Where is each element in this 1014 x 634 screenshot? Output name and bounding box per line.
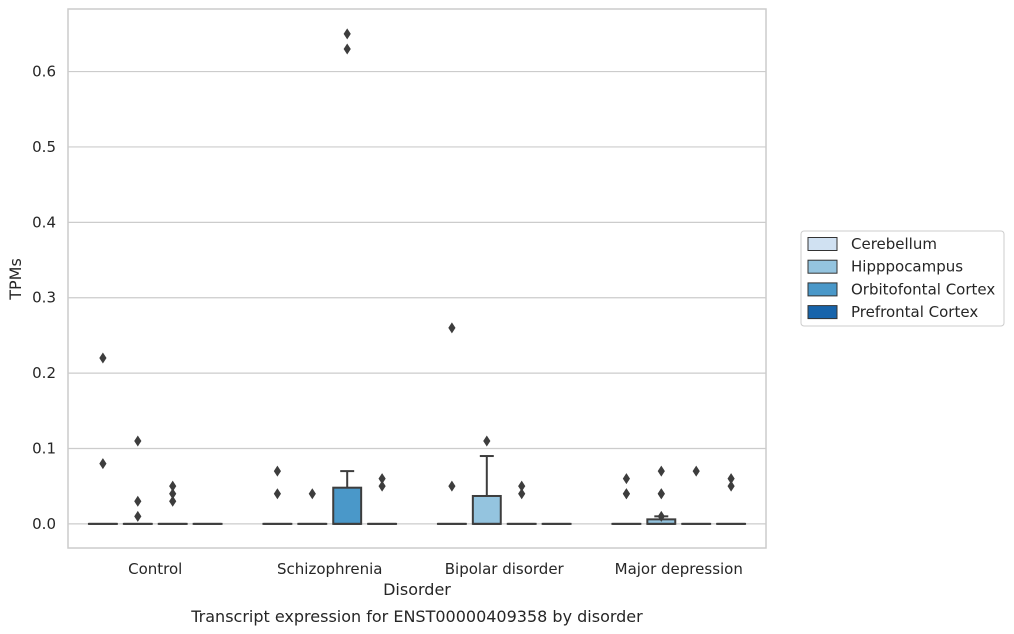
legend-entry: Hipppocampus <box>807 258 963 276</box>
x-tick-label: Control <box>128 560 182 578</box>
legend-frame <box>800 230 1005 327</box>
series-orbitofontal-cortex <box>157 28 712 525</box>
legend-swatch <box>807 237 838 251</box>
box-series <box>87 28 747 525</box>
series-hipppocampus <box>122 435 677 525</box>
box-group <box>157 480 188 525</box>
box-group <box>297 488 328 525</box>
box-group <box>436 322 467 525</box>
box-group <box>646 465 677 525</box>
outlier-point <box>448 480 456 492</box>
box-group <box>262 465 293 525</box>
box-group <box>506 480 537 525</box>
y-tick-label: 0.5 <box>32 138 56 156</box>
box <box>332 486 363 525</box>
outlier-point <box>727 473 735 485</box>
legend-label: Prefrontal Cortex <box>851 303 978 321</box>
outlier-point <box>99 352 107 364</box>
box-group <box>716 473 747 525</box>
box-group <box>122 435 153 525</box>
y-tick-label: 0.2 <box>32 364 56 382</box>
plot-background <box>68 9 766 548</box>
y-tick-label: 0.6 <box>32 63 56 81</box>
legend-entry: Prefrontal Cortex <box>807 303 978 321</box>
outlier-point <box>343 28 351 40</box>
y-tick-label: 0.0 <box>32 515 56 533</box>
legend-label: Hipppocampus <box>851 258 963 276</box>
box <box>471 494 502 525</box>
outlier-point <box>657 510 665 522</box>
x-tick-label: Major depression <box>615 560 743 578</box>
box-group <box>332 28 363 525</box>
y-axis-title: TPMs <box>6 258 25 301</box>
outlier-point <box>622 473 630 485</box>
outlier-point <box>622 488 630 500</box>
box-group <box>367 473 398 525</box>
box-group <box>611 473 642 525</box>
outlier-point <box>343 43 351 55</box>
legend-swatch <box>807 305 838 320</box>
x-tick-label: Bipolar disorder <box>445 560 565 578</box>
y-tick-label: 0.3 <box>32 289 56 307</box>
outlier-point <box>518 488 526 500</box>
outlier-point <box>378 473 386 485</box>
series-cerebellum <box>87 322 642 525</box>
series-prefrontal-cortex <box>192 473 747 525</box>
outlier-point <box>273 488 281 500</box>
outlier-point <box>134 435 142 447</box>
x-axis-tick-labels: Control Schizophrenia Bipolar disorder Majo… <box>128 560 743 578</box>
legend-label: Orbitofontal Cortex <box>851 280 995 298</box>
legend-swatch <box>807 259 838 274</box>
outlier-point <box>169 480 177 492</box>
outlier-point <box>134 495 142 507</box>
outlier-point <box>692 465 700 477</box>
plot-frame <box>67 8 767 549</box>
y-tick-label: 0.1 <box>32 439 56 457</box>
figure-caption: Transcript expression for ENST0000040935… <box>190 607 643 626</box>
legend-entry: Orbitofontal Cortex <box>807 280 995 298</box>
outlier-point <box>657 465 665 477</box>
box-group <box>471 435 502 525</box>
x-axis-title: Disorder <box>383 580 451 599</box>
outlier-point <box>518 480 526 492</box>
legend-entries: Cerebellum Hipppocampus Orbitofontal Corte… <box>807 235 995 321</box>
y-axis-tick-labels: 0.0 0.1 0.2 0.3 0.4 0.5 0.6 <box>32 63 56 533</box>
outlier-point <box>273 465 281 477</box>
plot-area <box>67 8 767 549</box>
legend-swatch <box>807 282 838 297</box>
outlier-point <box>448 322 456 334</box>
box-group <box>87 352 118 525</box>
outlier-point <box>134 510 142 522</box>
legend: Cerebellum Hipppocampus Orbitofontal Corte… <box>800 230 1005 327</box>
outlier-point <box>378 480 386 492</box>
outlier-point <box>308 488 316 500</box>
outlier-point <box>727 480 735 492</box>
y-tick-label: 0.4 <box>32 213 56 231</box>
outlier-point <box>169 495 177 507</box>
outlier-point <box>169 488 177 500</box>
outlier-point <box>99 458 107 470</box>
outlier-point <box>657 488 665 500</box>
box-group <box>681 465 712 525</box>
legend-label: Cerebellum <box>851 235 937 253</box>
legend-entry: Cerebellum <box>807 235 937 253</box>
x-tick-label: Schizophrenia <box>277 560 382 578</box>
outlier-point <box>483 435 491 447</box>
